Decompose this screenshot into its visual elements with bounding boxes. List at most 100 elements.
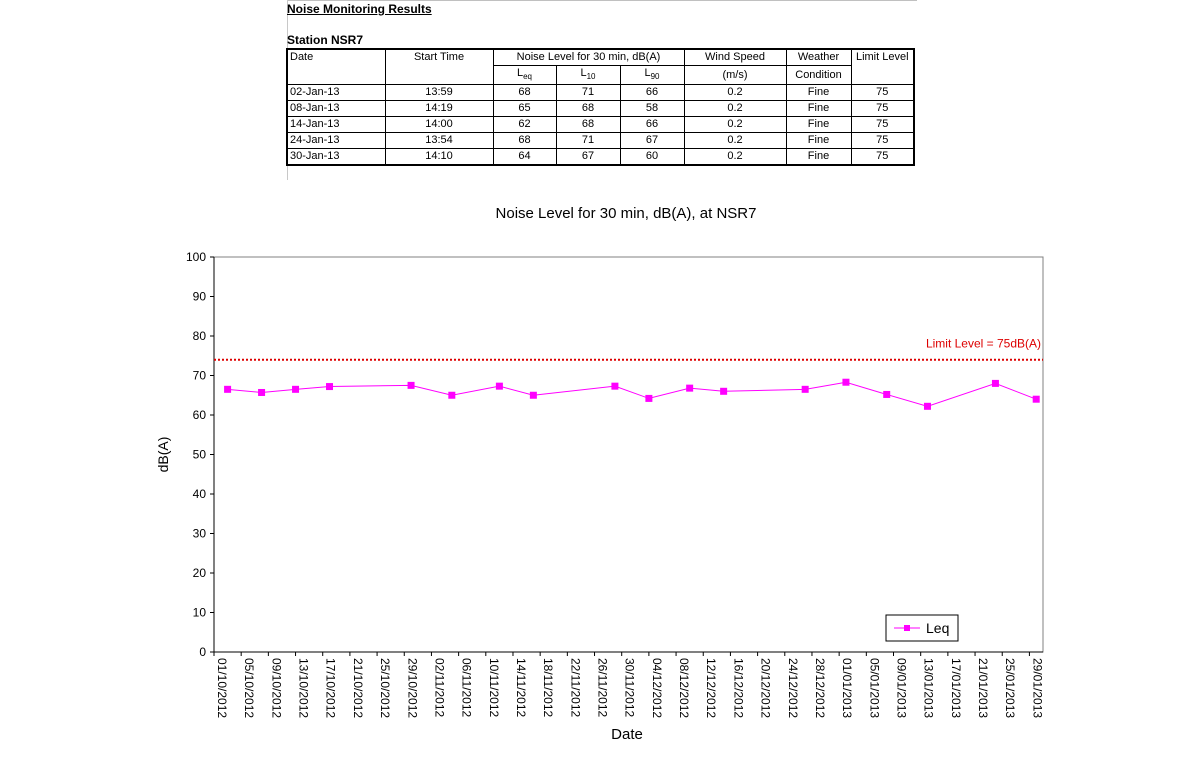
y-tick-label: 40: [193, 487, 207, 501]
header-weather: Weather: [785, 48, 852, 66]
header-noise-level: Noise Level for 30 min, dB(A): [492, 48, 685, 66]
cell-l10: 68: [555, 100, 621, 118]
cell-wind: 0.2: [683, 116, 787, 134]
x-tick-label: 29/01/2013: [1030, 658, 1044, 718]
data-point-leq: [258, 388, 266, 396]
table-row: 08-Jan-13 14:19 65 68 58 0.2 Fine 75: [286, 100, 915, 118]
x-tick-label: 30/11/2012: [623, 658, 637, 717]
cell-date: 30-Jan-13: [286, 148, 386, 166]
cell-leq: 64: [492, 148, 557, 166]
cell-limit: 75: [850, 116, 915, 134]
cell-leq: 68: [492, 132, 557, 150]
x-tick-label: 21/10/2012: [351, 658, 365, 718]
cell-time: 13:54: [384, 132, 494, 150]
y-tick-label: 90: [193, 290, 207, 304]
x-tick-label: 04/12/2012: [650, 658, 664, 718]
x-tick-label: 18/11/2012: [541, 658, 555, 717]
y-tick-label: 10: [193, 606, 207, 620]
data-point-leq: [801, 385, 809, 393]
chart-title: Noise Level for 30 min, dB(A), at NSR7: [496, 205, 757, 222]
cell-l10: 71: [555, 132, 621, 150]
station-title: Station NSR7: [287, 33, 364, 47]
data-point-leq: [326, 383, 334, 391]
header-wind-speed: Wind Speed: [683, 48, 787, 66]
x-tick-label: 02/11/2012: [432, 658, 446, 717]
cell-l90: 66: [619, 116, 685, 134]
x-tick-label: 13/10/2012: [297, 658, 311, 718]
x-axis-label: Date: [611, 726, 643, 743]
cell-l10: 71: [555, 84, 621, 102]
y-tick-label: 100: [186, 250, 206, 264]
data-point-leq: [407, 381, 415, 389]
x-tick-label: 29/10/2012: [405, 658, 419, 718]
x-tick-label: 12/12/2012: [704, 658, 718, 718]
y-axis-label: dB(A): [155, 437, 171, 473]
data-point-leq: [842, 378, 850, 386]
y-tick-label: 80: [193, 329, 207, 343]
table-subheader-row: Leq L10 L90 (m/s) Condition: [287, 64, 914, 86]
cell-l90: 66: [619, 84, 685, 102]
cell-limit: 75: [850, 100, 915, 118]
table-row: 02-Jan-13 13:59 68 71 66 0.2 Fine 75: [286, 84, 915, 102]
data-point-leq: [883, 390, 891, 398]
chart-container: Noise Level for 30 min, dB(A), at NSR7 0…: [0, 190, 1202, 761]
series-group: [224, 378, 1040, 410]
y-tick-label: 70: [193, 369, 207, 383]
y-axis: 0 10 20 30 40 50 60 70 80 90 100: [186, 250, 215, 659]
cell-weather: Fine: [785, 116, 852, 134]
data-point-leq: [224, 385, 232, 393]
x-tick-label: 26/11/2012: [596, 658, 610, 717]
y-tick-label: 30: [193, 527, 207, 541]
cell-wind: 0.2: [683, 84, 787, 102]
table-row: 24-Jan-13 13:54 68 71 67 0.2 Fine 75: [286, 132, 915, 150]
data-point-leq: [495, 382, 503, 390]
table-header-row: Date Start Time Noise Level for 30 min, …: [286, 48, 915, 86]
legend-marker-leq: [904, 625, 910, 631]
header-start-time: Start Time: [384, 48, 494, 86]
data-point-leq: [686, 384, 694, 392]
x-tick-label: 05/10/2012: [242, 658, 256, 718]
data-point-leq: [611, 382, 619, 390]
cell-l10: 67: [555, 148, 621, 166]
cell-leq: 68: [492, 84, 557, 102]
header-l90: L90: [619, 64, 685, 86]
legend-label-leq: Leq: [926, 620, 949, 636]
x-tick-label: 10/11/2012: [487, 658, 501, 717]
cell-time: 14:10: [384, 148, 494, 166]
x-tick-label: 16/12/2012: [731, 658, 745, 718]
x-tick-label: 09/01/2013: [895, 658, 909, 718]
x-tick-label: 24/12/2012: [786, 658, 800, 718]
chart-legend: Leq: [885, 614, 959, 642]
x-tick-label: 14/11/2012: [514, 658, 528, 717]
data-point-leq: [923, 402, 931, 410]
x-tick-label: 25/10/2012: [378, 658, 392, 718]
cell-weather: Fine: [785, 132, 852, 150]
noise-chart: Noise Level for 30 min, dB(A), at NSR7 0…: [155, 205, 1044, 743]
x-tick-label: 20/12/2012: [759, 658, 773, 718]
y-tick-label: 50: [193, 448, 207, 462]
cell-time: 14:19: [384, 100, 494, 118]
y-tick-label: 20: [193, 566, 207, 580]
series-line-leq: [227, 381, 1037, 407]
limit-line-group: Limit Level = 75dB(A): [214, 337, 1043, 361]
data-point-leq: [645, 394, 653, 402]
data-point-leq: [1032, 395, 1040, 403]
header-wind-unit: (m/s): [683, 64, 787, 86]
cell-time: 13:59: [384, 84, 494, 102]
cell-date: 24-Jan-13: [286, 132, 386, 150]
cell-l90: 58: [619, 100, 685, 118]
x-tick-label: 28/12/2012: [813, 658, 827, 718]
x-tick-label: 13/01/2013: [922, 658, 936, 718]
data-point-leq: [448, 391, 456, 399]
x-tick-label: 25/01/2013: [1003, 658, 1017, 718]
x-tick-label: 17/10/2012: [324, 658, 338, 718]
x-tick-label: 05/01/2013: [867, 658, 881, 718]
data-point-leq: [292, 385, 300, 393]
cell-weather: Fine: [785, 100, 852, 118]
y-tick-label: 60: [193, 408, 207, 422]
cell-l90: 67: [619, 132, 685, 150]
x-tick-label: 01/01/2013: [840, 658, 854, 718]
cell-limit: 75: [850, 132, 915, 150]
table-row: 14-Jan-13 14:00 62 68 66 0.2 Fine 75: [286, 116, 915, 134]
x-tick-label: 09/10/2012: [269, 658, 283, 718]
